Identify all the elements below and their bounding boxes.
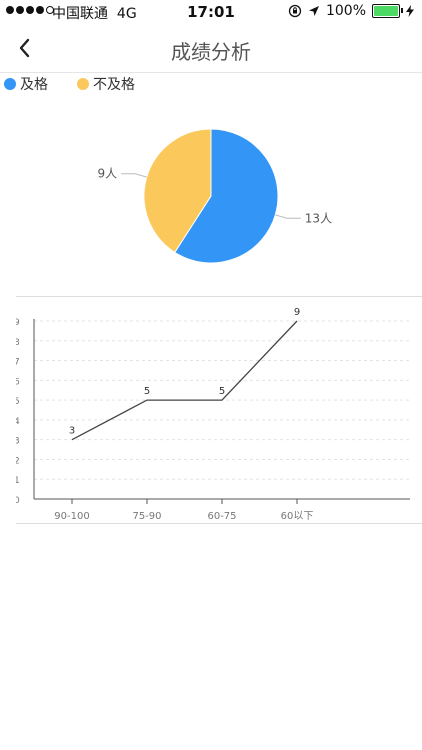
network-label: 4G xyxy=(116,6,137,22)
status-bar: 中国联通 4G 17:01 100% xyxy=(0,0,422,24)
y-tick-label: 5 xyxy=(16,397,20,407)
carrier-label: 中国联通 4G xyxy=(52,6,137,22)
line-series xyxy=(71,320,298,441)
rotation-lock-icon xyxy=(288,4,302,18)
legend-label-pass: 及格 xyxy=(20,77,48,93)
x-tick-label: 60-75 xyxy=(207,511,236,522)
charging-bolt-icon xyxy=(406,5,414,17)
line-chart: 0 1 2 3 4 5 6 7 8 9 90-100 75-90 60-75 60以下 3 5 5 9 xyxy=(16,307,410,522)
x-tick-label: 90-100 xyxy=(54,511,89,522)
line-data-label: 3 xyxy=(69,426,75,437)
pie-slice-pass[interactable] xyxy=(174,128,279,264)
line-data-label: 5 xyxy=(219,386,225,397)
line-data-label: 5 xyxy=(144,386,150,397)
y-tick-label: 2 xyxy=(16,456,20,466)
y-tick-label: 1 xyxy=(16,476,20,486)
signal-strength-icon xyxy=(6,6,54,14)
y-tick-label: 0 xyxy=(16,496,20,506)
pie-leader-line xyxy=(275,214,301,219)
pie-data-label: 9人 xyxy=(98,167,118,181)
y-tick-label: 8 xyxy=(16,338,20,348)
nav-bar: 成绩分析 xyxy=(0,24,422,73)
chevron-left-icon xyxy=(19,38,30,58)
y-tick-label: 6 xyxy=(16,377,20,387)
back-button[interactable] xyxy=(12,34,40,62)
legend-label-fail: 不及格 xyxy=(93,77,135,93)
pie-chart: 13人 9人 xyxy=(98,128,332,264)
pie-leader-line xyxy=(121,173,147,178)
y-tick-label: 3 xyxy=(16,437,20,447)
line-data-label: 9 xyxy=(294,307,300,318)
clock: 17:01 xyxy=(187,3,235,21)
legend-item-pass[interactable]: 及格 xyxy=(4,74,48,94)
battery-icon xyxy=(372,4,403,18)
page-title: 成绩分析 xyxy=(171,40,251,64)
battery-percent: 100% xyxy=(325,3,366,19)
x-tick-label: 75-90 xyxy=(132,511,161,522)
pie-data-label: 13人 xyxy=(305,211,332,225)
legend-item-fail[interactable]: 不及格 xyxy=(77,74,135,94)
x-tick-label: 60以下 xyxy=(281,511,314,522)
y-tick-label: 9 xyxy=(16,318,20,328)
line-chart-section: 0 1 2 3 4 5 6 7 8 9 90-100 75-90 60-75 60以下 3 5 5 9 xyxy=(16,296,422,524)
legend-swatch-pass xyxy=(4,78,16,90)
location-arrow-icon xyxy=(308,6,319,16)
legend-swatch-fail xyxy=(77,78,89,90)
y-tick-label: 7 xyxy=(16,358,20,368)
y-tick-label: 4 xyxy=(16,417,20,427)
